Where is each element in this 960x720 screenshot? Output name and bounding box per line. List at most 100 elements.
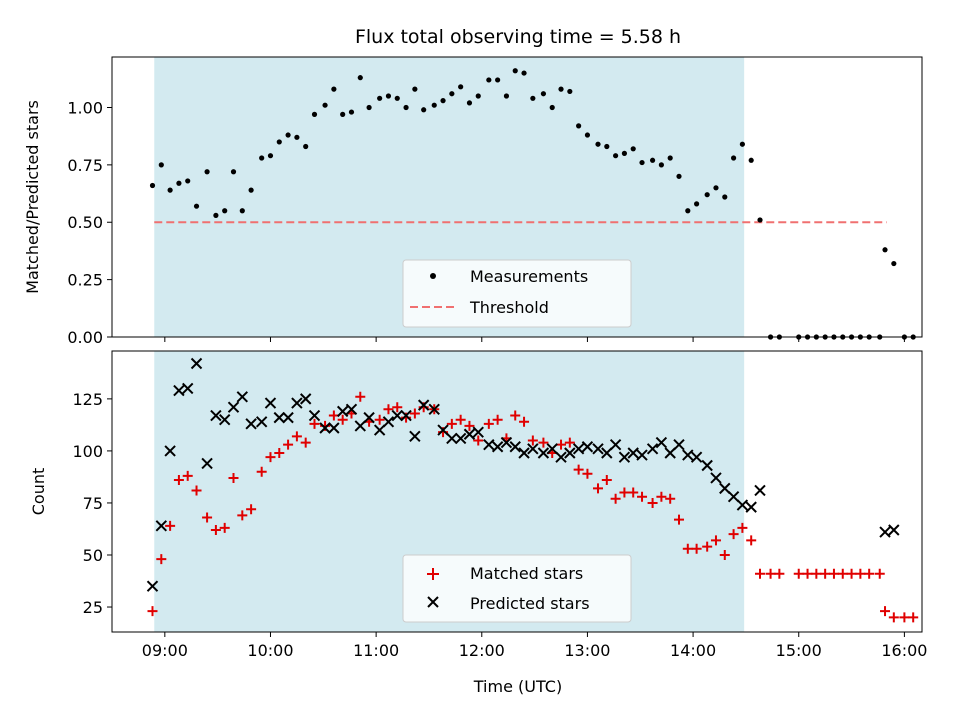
matched-star-point — [637, 491, 648, 502]
measurement-point — [704, 192, 710, 198]
legend-matched-label: Matched stars — [470, 564, 583, 583]
measurement-point — [722, 194, 728, 200]
y-tick-label: 50 — [83, 546, 103, 565]
predicted-star-point — [354, 420, 366, 432]
predicted-star-point — [527, 443, 539, 455]
matched-star-point — [527, 435, 538, 446]
x-tick-label: 12:00 — [459, 641, 505, 660]
predicted-star-point — [417, 399, 430, 411]
predicted-star-point — [227, 401, 240, 413]
measurement-point — [348, 109, 355, 115]
legend-matched-marker — [427, 568, 439, 580]
top-legend: Measurements Threshold — [402, 259, 632, 328]
predicted-star-point — [201, 457, 213, 470]
measurement-point — [176, 180, 182, 186]
matched-star-point — [647, 497, 658, 508]
matched-star-point — [564, 437, 575, 448]
matched-star-point — [691, 543, 702, 554]
measurement-point — [331, 86, 337, 92]
matched-star-point — [593, 483, 603, 494]
measurement-point — [676, 173, 682, 179]
matched-star-point — [274, 447, 285, 458]
matched-star-point — [746, 535, 757, 546]
bottom-legend-box — [402, 554, 632, 623]
measurement-point — [185, 178, 191, 184]
measurement-point — [149, 182, 156, 189]
matched-star-point — [846, 568, 857, 579]
measurement-point — [440, 98, 446, 104]
x-tick-label: 15:00 — [776, 641, 822, 660]
predicted-star-point — [500, 436, 513, 449]
predicted-star-point — [218, 413, 231, 426]
predicted-star-point — [373, 424, 386, 436]
measurement-point — [882, 247, 888, 253]
matched-star-point — [237, 510, 248, 521]
top-y-axis-label: Matched/Predicted stars — [23, 100, 42, 294]
matched-star-point — [455, 414, 466, 425]
measurement-point — [222, 208, 228, 214]
predicted-star-point — [391, 409, 403, 422]
matched-star-point — [864, 568, 875, 579]
predicted-star-point — [146, 580, 159, 592]
matched-star-point — [228, 472, 239, 483]
predicted-star-point — [319, 422, 331, 434]
predicted-star-point — [572, 443, 585, 455]
predicted-star-point — [454, 432, 467, 445]
predicted-star-point — [736, 499, 749, 511]
measurement-point — [322, 102, 328, 108]
measurement-point — [694, 201, 700, 207]
predicted-star-point — [400, 409, 412, 422]
y-tick-label: 0.75 — [67, 156, 103, 175]
legend-threshold-label: Threshold — [469, 298, 549, 317]
x-tick-label: 09:00 — [142, 641, 188, 660]
predicted-star-point — [190, 357, 203, 370]
measurement-point — [630, 146, 636, 152]
measurement-point — [639, 159, 645, 166]
matched-star-point — [446, 418, 457, 429]
matched-star-point — [837, 568, 848, 579]
measurement-point — [891, 260, 897, 267]
measurement-point — [213, 212, 219, 218]
matched-star-point — [619, 487, 630, 498]
y-tick-label: 0.25 — [67, 271, 103, 290]
measurement-point — [584, 132, 591, 138]
measurement-point — [311, 111, 318, 117]
matched-star-point — [510, 410, 521, 421]
matched-star-point — [665, 493, 676, 504]
measurement-point — [658, 162, 664, 168]
predicted-star-point — [164, 445, 176, 457]
matched-star-point — [374, 414, 385, 425]
matched-star-point — [820, 568, 831, 579]
predicted-star-point — [609, 438, 622, 451]
predicted-star-point — [363, 411, 375, 424]
top-y-ticks: 0.00 0.25 0.50 0.75 1.00 — [67, 98, 112, 347]
matched-star-point — [601, 475, 612, 486]
matched-star-point — [828, 568, 839, 579]
top-legend-box — [402, 259, 632, 328]
matched-star-point — [383, 404, 394, 415]
measurement-point — [757, 217, 763, 223]
predicted-star-point — [182, 382, 194, 395]
matched-star-point — [899, 612, 910, 623]
predicted-star-point — [472, 426, 484, 438]
predicted-star-point — [299, 393, 312, 405]
measurement-point — [230, 169, 237, 175]
predicted-star-point — [245, 418, 257, 430]
matched-star-point — [492, 414, 503, 425]
bottom-panel: 09:00 10:00 11:00 12:00 13:00 14:00 15:00 16:00… — [29, 350, 927, 696]
predicted-star-point — [291, 397, 303, 409]
legend-measurements-label: Measurements — [470, 267, 588, 286]
matched-star-point — [355, 391, 366, 402]
matched-star-point — [300, 437, 311, 448]
measurement-point — [285, 132, 291, 138]
measurement-point — [294, 134, 300, 140]
matched-star-point — [811, 568, 822, 579]
predicted-star-point — [879, 526, 891, 538]
measurement-point — [248, 187, 254, 193]
measurement-point — [403, 104, 409, 111]
matched-star-point — [610, 493, 621, 504]
measurement-point — [730, 155, 737, 161]
measurement-point — [521, 70, 527, 76]
measurement-point — [239, 208, 245, 214]
